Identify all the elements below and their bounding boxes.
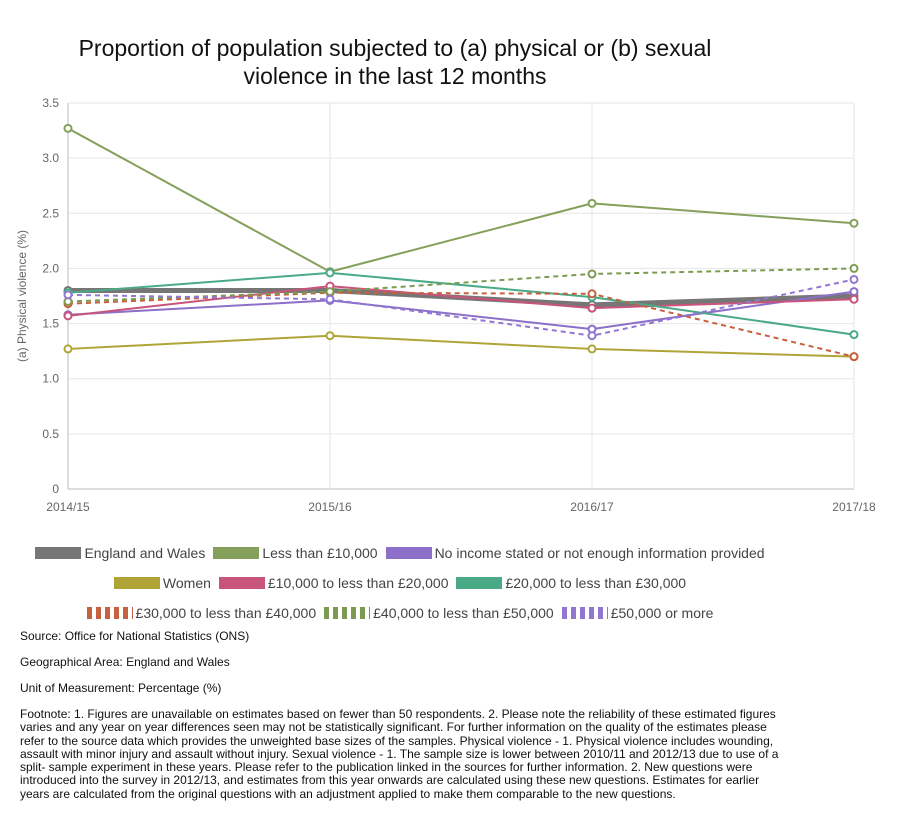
series-line — [67, 285, 855, 317]
legend-swatch — [35, 547, 82, 559]
legend-swatch — [456, 577, 503, 589]
series-2 — [63, 287, 859, 334]
axes: 0 0.5 1.0 1.5 2.0 2.5 3.0 3.5 2014/15 2015/16 2016… — [42, 96, 876, 514]
data-point[interactable] — [63, 311, 73, 321]
series-1 — [63, 123, 859, 277]
source-text: Source: Office for National Statistics (… — [20, 629, 250, 643]
data-point[interactable] — [325, 287, 335, 297]
series-7 — [63, 263, 859, 307]
data-point[interactable] — [587, 289, 597, 299]
data-point[interactable] — [587, 331, 597, 341]
data-point[interactable] — [325, 268, 335, 278]
series-3 — [63, 331, 859, 362]
chart-title-line-2: violence in the last 12 months — [243, 63, 547, 89]
data-point[interactable] — [849, 352, 859, 362]
y-tick-label: 3.0 — [42, 151, 59, 165]
y-tick-label: 3.5 — [42, 96, 59, 110]
y-tick-label: 2.0 — [42, 261, 59, 275]
unit-text: Unit of Measurement: Percentage (%) — [20, 681, 222, 695]
data-point[interactable] — [325, 331, 335, 341]
series-5 — [63, 268, 859, 340]
legend-swatch — [218, 577, 265, 589]
legend-label: £10,000 to less than £20,000 — [267, 575, 449, 591]
data-point[interactable] — [587, 344, 597, 354]
data-point[interactable] — [849, 218, 859, 228]
legend-label: £40,000 to less than £50,000 — [373, 605, 554, 621]
chart-title-line-1: Proportion of population subjected to (a… — [78, 35, 712, 61]
series-8 — [63, 274, 859, 341]
legend-label: Less than £10,000 — [262, 545, 378, 561]
legend-label: £50,000 or more — [610, 605, 714, 621]
data-point[interactable] — [849, 274, 859, 284]
legend-item[interactable]: £10,000 to less than £20,000 — [218, 575, 449, 591]
series-line — [67, 271, 855, 336]
series-line — [67, 278, 855, 337]
y-tick-label: 1.5 — [42, 317, 59, 331]
x-tick-label: 2016/17 — [570, 500, 614, 514]
legend-item[interactable]: Less than £10,000 — [213, 545, 378, 561]
legend-label: Women — [162, 575, 211, 591]
legend-label: £20,000 to less than £30,000 — [505, 575, 687, 591]
legend-label: £30,000 to less than £40,000 — [135, 605, 317, 621]
footnote-text: Footnote: 1. Figures are unavailable on … — [20, 707, 779, 801]
legend-swatch — [213, 547, 260, 559]
chart-title: Proportion of population subjected to (a… — [0, 34, 790, 90]
legend-row: £30,000 to less than £40,000 £40,000 to l… — [0, 605, 800, 621]
data-point[interactable] — [63, 344, 73, 354]
series-line — [67, 291, 855, 358]
data-point[interactable] — [587, 198, 597, 208]
legend-item[interactable]: England and Wales — [35, 545, 205, 561]
legend-row: England and Wales Less than £10,000 No inc… — [0, 545, 800, 561]
legend-item[interactable]: £40,000 to less than £50,000 — [324, 605, 554, 621]
y-tick-label: 0 — [52, 482, 59, 496]
legend-item[interactable]: Women — [113, 575, 211, 591]
geographical-area-text: Geographical Area: England and Wales — [20, 655, 230, 669]
series-line — [67, 334, 855, 358]
data-point[interactable] — [63, 290, 73, 300]
legend-item[interactable]: £30,000 to less than £40,000 — [86, 605, 317, 621]
chart-meta: Source: Office for National Statistics (… — [20, 630, 780, 814]
x-tick-label: 2015/16 — [308, 500, 352, 514]
x-tick-label: 2014/15 — [46, 500, 90, 514]
y-tick-label: 2.5 — [42, 206, 59, 220]
series-line — [67, 127, 855, 273]
legend-item[interactable]: £50,000 or more — [561, 605, 714, 621]
y-axis-label: (a) Physical violence (%) — [15, 230, 29, 362]
data-point[interactable] — [325, 294, 335, 304]
legend-swatch — [86, 607, 133, 619]
data-point[interactable] — [849, 263, 859, 273]
data-point[interactable] — [849, 287, 859, 297]
data-point[interactable] — [63, 123, 73, 133]
y-tick-label: 1.0 — [42, 372, 59, 386]
legend-swatch — [113, 577, 160, 589]
legend-label: No income stated or not enough informati… — [434, 545, 765, 561]
series-layer — [63, 123, 859, 362]
data-point[interactable] — [587, 269, 597, 279]
line-chart: 0 0.5 1.0 1.5 2.0 2.5 3.0 3.5 2014/15 2015/16 2016… — [15, 96, 876, 514]
data-point[interactable] — [849, 294, 859, 304]
legend-row: Women £10,000 to less than £20,000 £20,000… — [0, 575, 800, 591]
legend-swatch — [385, 547, 432, 559]
y-tick-label: 0.5 — [42, 427, 59, 441]
legend-item[interactable]: £20,000 to less than £30,000 — [456, 575, 686, 591]
data-point[interactable] — [849, 330, 859, 340]
legend-swatch — [561, 607, 608, 619]
legend-item[interactable]: No income stated or not enough informati… — [385, 545, 765, 561]
data-point[interactable] — [587, 303, 597, 313]
x-tick-label: 2017/18 — [832, 500, 876, 514]
legend-label: England and Wales — [84, 545, 206, 561]
legend-swatch — [324, 607, 371, 619]
series-line — [67, 290, 855, 331]
